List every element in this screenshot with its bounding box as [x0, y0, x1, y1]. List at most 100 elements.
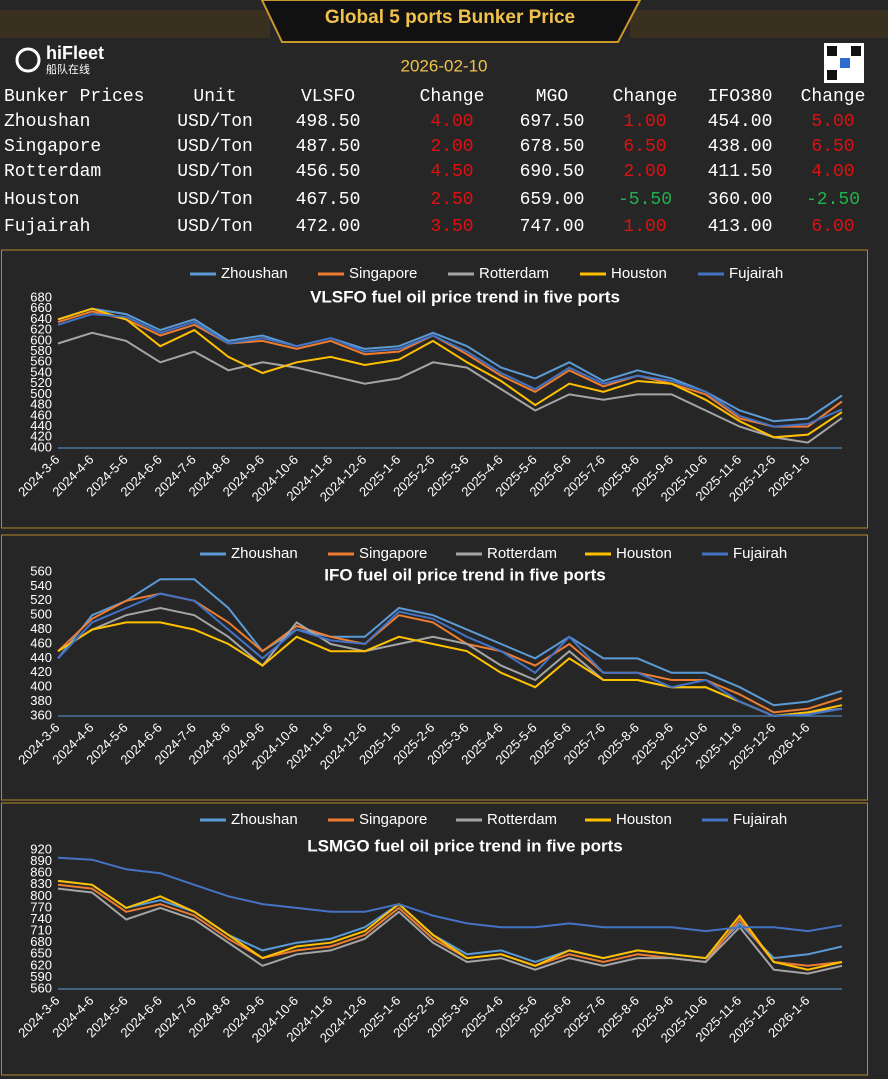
- y-tick-label: 500: [30, 607, 52, 622]
- legend-label: Fujairah: [729, 265, 783, 282]
- table-cell: USD/Ton: [177, 217, 253, 237]
- y-tick-label: 620: [30, 322, 52, 337]
- legend-label: Houston: [616, 811, 672, 828]
- column-header: Bunker Prices: [4, 87, 144, 107]
- change-cell: 4.00: [811, 162, 854, 182]
- table-cell: USD/Ton: [177, 137, 253, 157]
- change-cell: 6.50: [811, 137, 854, 157]
- change-cell: -5.50: [618, 190, 672, 210]
- legend-label: Zhoushan: [231, 811, 298, 828]
- legend-label: Singapore: [349, 265, 417, 282]
- y-tick-label: 920: [30, 841, 52, 856]
- series-line: [57, 331, 843, 444]
- y-tick-label: 560: [30, 354, 52, 369]
- table-cell: USD/Ton: [177, 112, 253, 132]
- legend-label: Singapore: [359, 545, 427, 562]
- change-cell: 6.50: [623, 137, 666, 157]
- column-header: Unit: [193, 87, 236, 107]
- y-tick-label: 500: [30, 386, 52, 401]
- y-tick-label: 710: [30, 923, 52, 938]
- y-tick-label: 620: [30, 957, 52, 972]
- y-tick-label: 520: [30, 375, 52, 390]
- y-tick-label: 800: [30, 888, 52, 903]
- y-tick-label: 650: [30, 946, 52, 961]
- logo: hiFleet 船队在线: [15, 43, 104, 76]
- y-tick-label: 560: [30, 980, 52, 995]
- legend-label: Rotterdam: [487, 811, 557, 828]
- y-tick-label: 400: [30, 679, 52, 694]
- charts: VLSFO fuel oil price trend in five ports…: [1, 249, 868, 1076]
- table-cell: 360.00: [708, 190, 773, 210]
- brand: hiFleet: [46, 43, 104, 63]
- legend-label: Houston: [611, 265, 667, 282]
- legend-label: Fujairah: [733, 811, 787, 828]
- table-cell: 472.00: [296, 217, 361, 237]
- banner-right: [630, 10, 888, 38]
- change-cell: 1.00: [623, 112, 666, 132]
- y-tick-label: 480: [30, 621, 52, 636]
- table-cell: Fujairah: [4, 217, 90, 237]
- column-header: Change: [613, 87, 678, 107]
- y-tick-label: 460: [30, 407, 52, 422]
- series-line: [57, 313, 843, 428]
- logo-icon: [15, 47, 41, 73]
- series-line: [57, 856, 843, 933]
- series-line: [57, 307, 843, 439]
- table-cell: 456.50: [296, 162, 361, 182]
- change-cell: -2.50: [806, 190, 860, 210]
- column-header: IFO380: [708, 87, 773, 107]
- legend-label: Rotterdam: [487, 545, 557, 562]
- legend-label: Zhoushan: [231, 545, 298, 562]
- change-cell: 2.00: [430, 137, 473, 157]
- chart-panel: [1, 249, 868, 529]
- table-cell: Houston: [4, 190, 80, 210]
- y-tick-label: 680: [30, 934, 52, 949]
- qr-corner: [851, 46, 861, 56]
- chart-title: IFO fuel oil price trend in five ports: [324, 565, 605, 584]
- change-cell: 3.50: [430, 217, 473, 237]
- y-tick-label: 660: [30, 300, 52, 315]
- y-tick-label: 540: [30, 364, 52, 379]
- series-line: [57, 592, 843, 718]
- date: 2026-02-10: [401, 56, 488, 75]
- change-cell: 2.50: [430, 190, 473, 210]
- series-line: [57, 887, 843, 975]
- y-tick-label: 360: [30, 707, 52, 722]
- qr-center: [840, 58, 850, 68]
- chart-title: LSMGO fuel oil price trend in five ports: [307, 836, 622, 855]
- table-cell: Rotterdam: [4, 162, 101, 182]
- title-banner: [260, 0, 642, 43]
- legend-label: Rotterdam: [479, 265, 549, 282]
- table-cell: 659.00: [520, 190, 585, 210]
- y-tick-label: 560: [30, 563, 52, 578]
- change-cell: 6.00: [811, 217, 854, 237]
- y-tick-label: 640: [30, 311, 52, 326]
- legend-label: Zhoushan: [221, 265, 288, 282]
- y-tick-label: 580: [30, 343, 52, 358]
- y-tick-label: 440: [30, 650, 52, 665]
- table-cell: 454.00: [708, 112, 773, 132]
- table-cell: 747.00: [520, 217, 585, 237]
- series-line: [57, 310, 843, 428]
- price-table: Bunker Prices Unit VLSFO Change MGO Change IFO…: [4, 87, 865, 237]
- change-cell: 4.00: [430, 112, 473, 132]
- y-tick-label: 420: [30, 664, 52, 679]
- y-tick-label: 540: [30, 578, 52, 593]
- y-tick-label: 520: [30, 592, 52, 607]
- y-tick-label: 680: [30, 289, 52, 304]
- y-tick-label: 830: [30, 876, 52, 891]
- qr-corner: [827, 46, 837, 56]
- table-cell: 413.00: [708, 217, 773, 237]
- table-cell: 487.50: [296, 137, 361, 157]
- page-title: Global 5 ports Bunker Price: [325, 7, 575, 28]
- y-tick-label: 890: [30, 853, 52, 868]
- qr-code: [824, 43, 864, 83]
- column-header: VLSFO: [301, 87, 355, 107]
- series-line: [57, 879, 843, 971]
- series-line: [57, 621, 843, 718]
- series-line: [57, 578, 843, 707]
- banner-left: [0, 10, 270, 38]
- y-tick-label: 400: [30, 439, 52, 454]
- change-cell: 5.00: [811, 112, 854, 132]
- brand-cn: 船队在线: [46, 62, 90, 76]
